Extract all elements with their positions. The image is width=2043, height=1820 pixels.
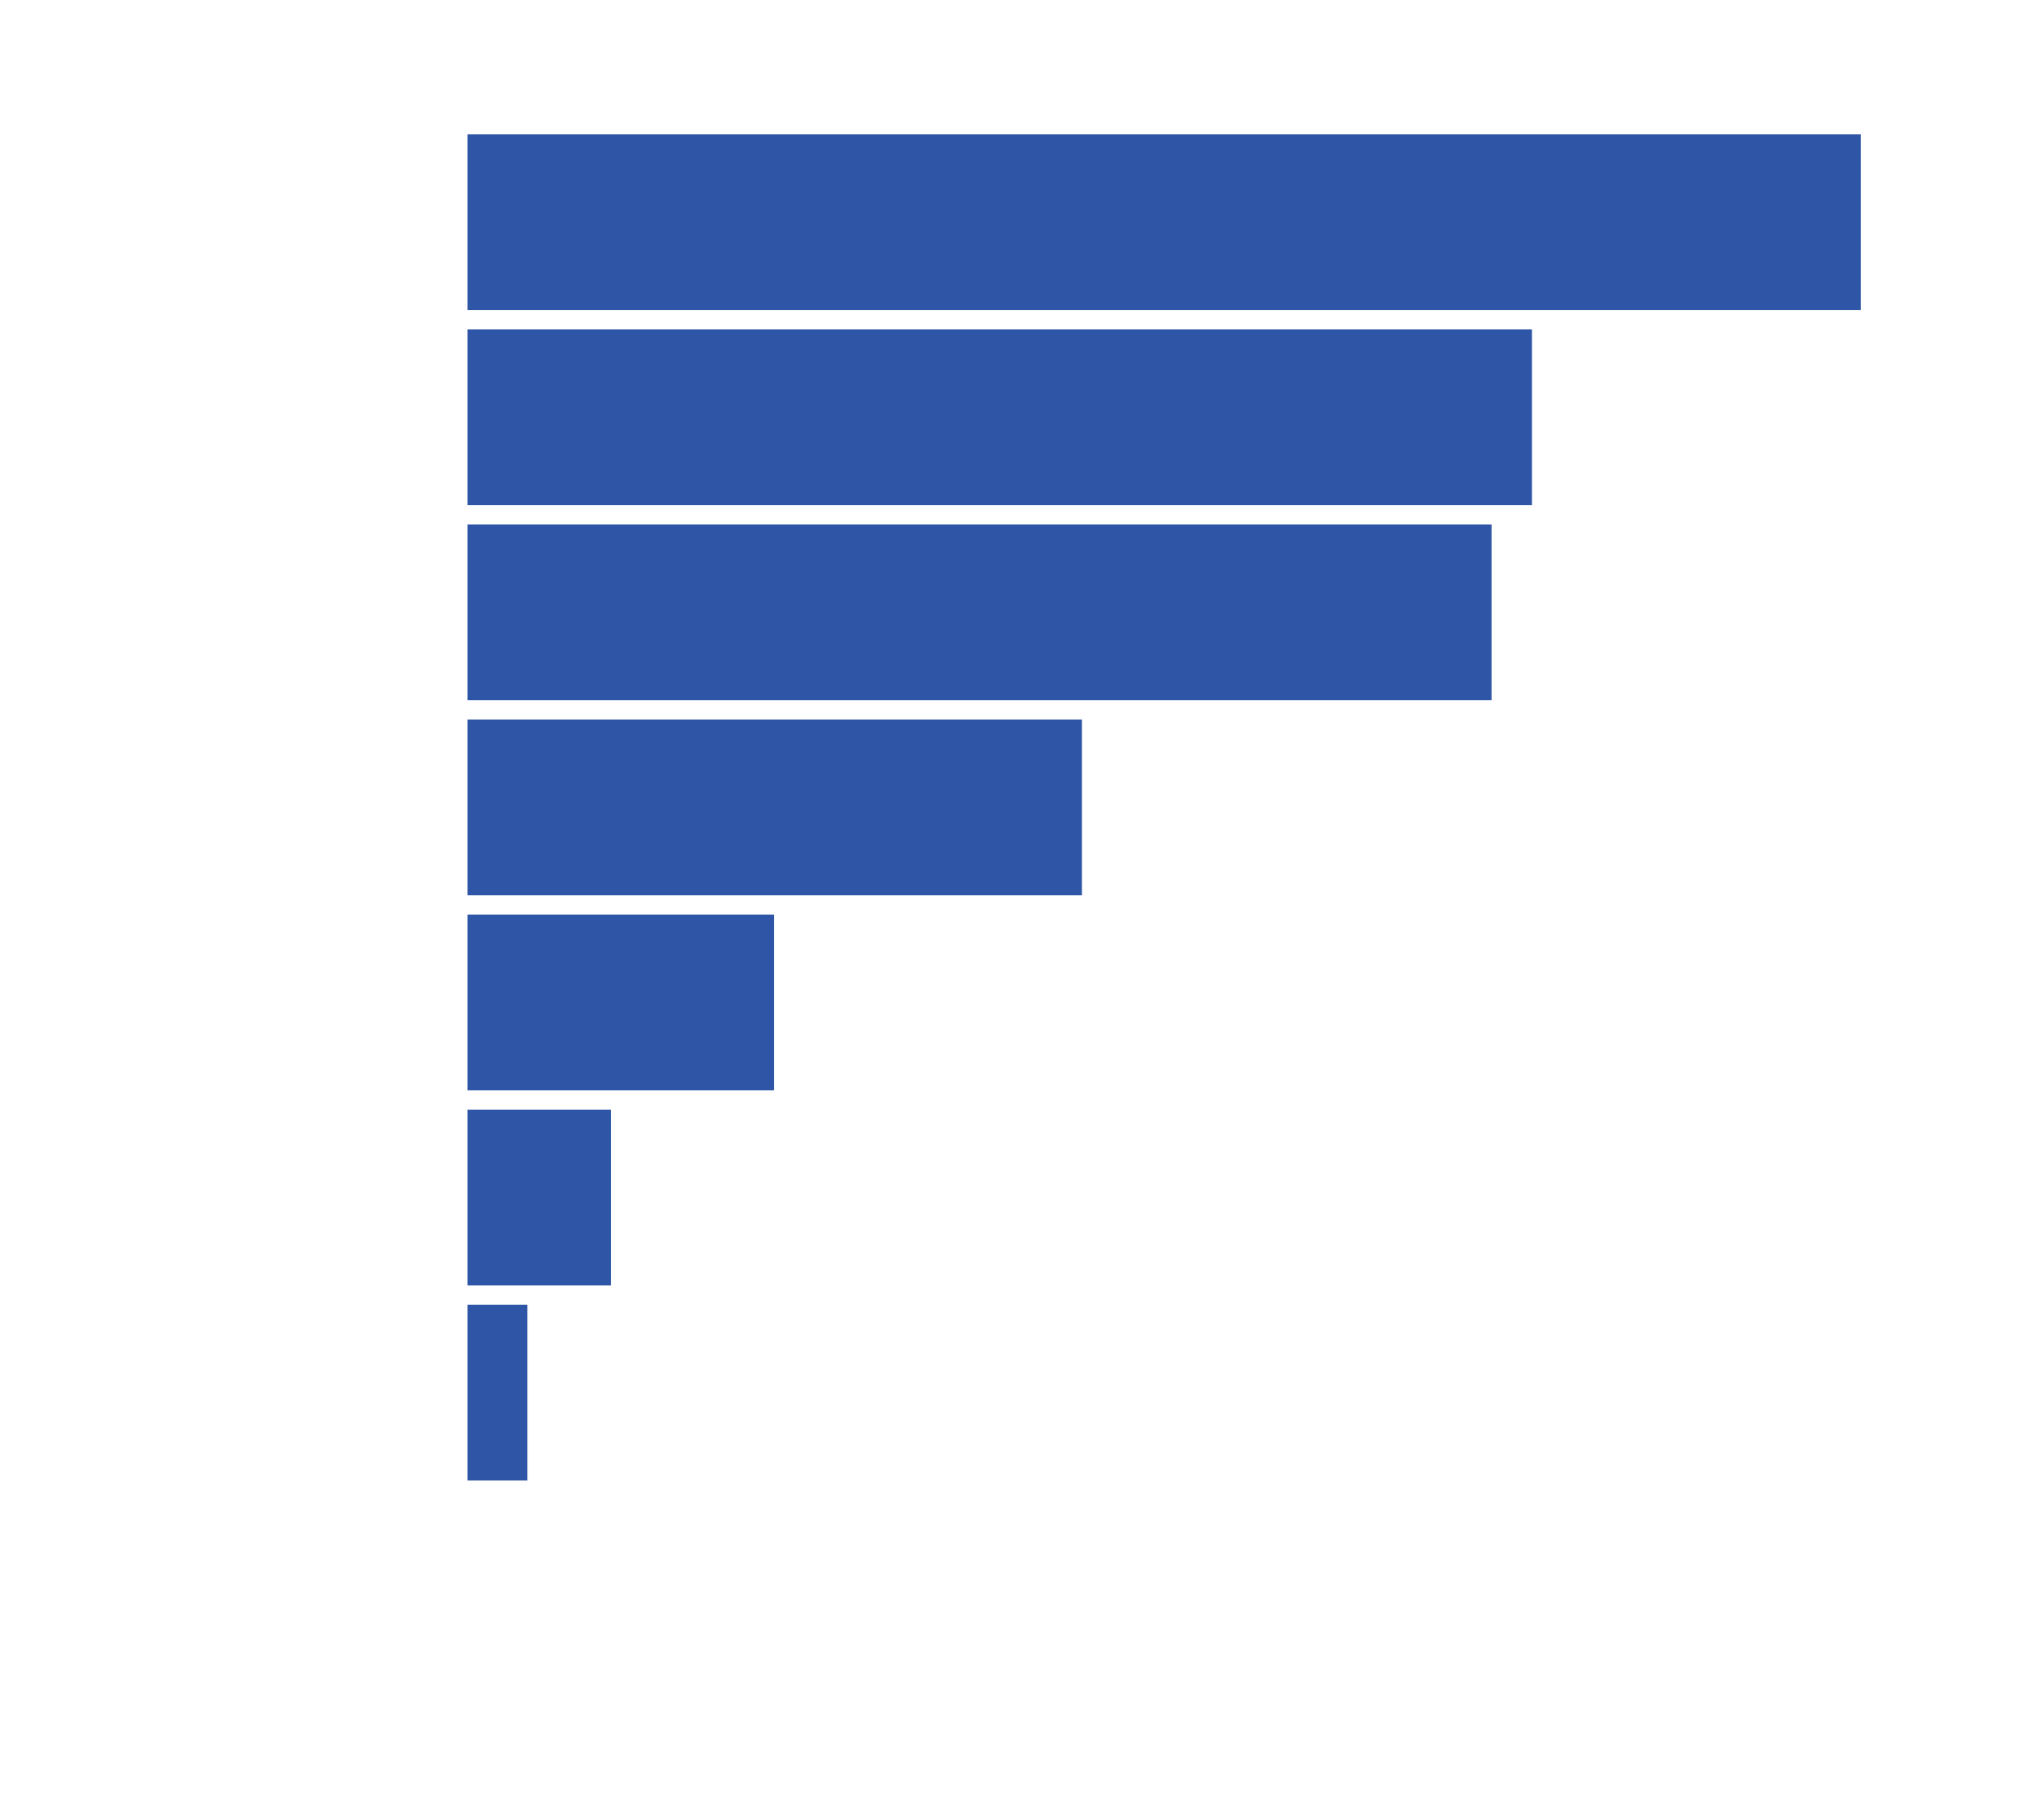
bar-7 (467, 1305, 528, 1480)
bars-group (467, 134, 1861, 1480)
bar-3 (467, 524, 1492, 700)
bar-2 (467, 329, 1532, 505)
bar-5 (467, 915, 775, 1090)
bar-1 (467, 134, 1861, 310)
bar-6 (467, 1110, 611, 1285)
bar-4 (467, 720, 1082, 895)
